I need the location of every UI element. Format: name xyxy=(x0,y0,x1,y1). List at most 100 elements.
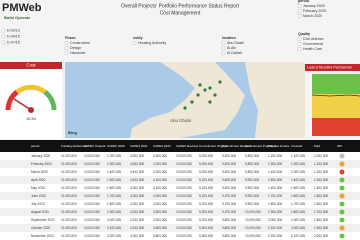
cell: 9,700,000 xyxy=(222,194,236,198)
checkbox xyxy=(221,41,226,45)
cell: 4,100,000 xyxy=(130,226,144,230)
cell: 1,400,000 xyxy=(314,186,328,190)
cell: 11,000,000 xyxy=(61,202,77,206)
cell: 9,300,000 xyxy=(199,234,213,238)
filter-option: Al Dafrah xyxy=(227,51,242,55)
cell: 1,500,000 xyxy=(291,186,305,190)
cell: 9,200,000 xyxy=(199,218,213,222)
cell: March 2020 xyxy=(31,170,48,174)
cell: 10,000,000 xyxy=(176,202,192,206)
band xyxy=(312,94,360,118)
column-header: CAPEX 2020 xyxy=(107,144,125,148)
project-item: D-02/13 xyxy=(7,28,20,32)
filter-option: January 2020 xyxy=(303,4,325,8)
cell: 10,000,000 xyxy=(176,234,192,238)
checkbox xyxy=(221,46,226,50)
checkbox xyxy=(297,47,302,51)
gauge-title: Cost xyxy=(26,63,36,68)
column-header: CAPEX Original xyxy=(84,144,106,148)
filter-label: Quality xyxy=(298,32,310,36)
gauge-hub xyxy=(28,107,34,113)
cell: 1,800,000 xyxy=(314,218,328,222)
cell: 10,000,000 xyxy=(176,218,192,222)
filter-option: Abu Dhabi xyxy=(227,41,244,45)
cell: 1,200,000 xyxy=(107,154,121,158)
checkbox xyxy=(132,41,137,45)
cell: 1,000,000 xyxy=(314,154,328,158)
cell: 11,000,000 xyxy=(61,218,77,222)
cell: 10,000,000 xyxy=(84,186,100,190)
band xyxy=(312,74,360,94)
cell: 10,000,000 xyxy=(84,234,100,238)
cell: 10,000,000 xyxy=(84,170,100,174)
cell: 1,600,000 xyxy=(291,194,305,198)
column-header: Commitment Projected xyxy=(245,144,276,148)
cell: 10,000,000 xyxy=(84,154,100,158)
row-stripe xyxy=(0,208,360,216)
cell: 4,300,000 xyxy=(153,154,167,158)
cell: 10,000,000 xyxy=(245,234,261,238)
cell: 9,800,000 xyxy=(222,218,236,222)
cell: 10,000,000 xyxy=(176,194,192,198)
row-stripe xyxy=(0,224,360,232)
cell: 10,000,000 xyxy=(245,210,261,214)
cell: 1,800,000 xyxy=(291,210,305,214)
cell: 1,100,000 xyxy=(314,162,328,166)
spi-status xyxy=(339,201,345,207)
cell: 1,400,000 xyxy=(268,170,282,174)
column-header: Invoiced xyxy=(291,144,303,148)
cell: 1,500,000 xyxy=(268,178,282,182)
cell: 9,200,000 xyxy=(199,210,213,214)
cell: 4,100,000 xyxy=(153,178,167,182)
land xyxy=(245,62,305,138)
cell: 2,200,000 xyxy=(268,234,282,238)
cell: January 2020 xyxy=(31,154,51,158)
tagline: Build Operate xyxy=(4,15,31,20)
cell: April 2020 xyxy=(31,178,46,182)
project-markers xyxy=(183,80,222,110)
cell: 1,600,000 xyxy=(314,202,328,206)
cell: 9,000,000 xyxy=(199,162,213,166)
cell: 4,100,000 xyxy=(130,218,144,222)
cell: October 2020 xyxy=(31,226,51,230)
spi-status xyxy=(339,193,345,199)
project-item: D-04/15 xyxy=(7,34,20,38)
spi-status xyxy=(339,169,345,175)
filter-label: period xyxy=(298,0,309,3)
spi-status xyxy=(339,161,345,167)
checkbox xyxy=(297,4,302,8)
cell: 9,100,000 xyxy=(199,186,213,190)
checkbox xyxy=(297,9,302,13)
cell: 4,500,000 xyxy=(130,162,144,166)
cell: 3,800,000 xyxy=(153,234,167,238)
spi-status xyxy=(339,225,345,231)
cell: May 2020 xyxy=(31,186,45,190)
spi-status xyxy=(339,177,345,183)
cell: 1,900,000 xyxy=(107,210,121,214)
trend-line xyxy=(311,94,360,97)
table-header xyxy=(0,140,360,152)
cell: 1,500,000 xyxy=(107,178,121,182)
cell: 9,000,000 xyxy=(199,170,213,174)
cell: 1,200,000 xyxy=(314,170,328,174)
cell: 2,000,000 xyxy=(314,234,328,238)
cell: 1,500,000 xyxy=(314,194,328,198)
checkbox xyxy=(64,51,69,55)
cell: 9,300,000 xyxy=(199,226,213,230)
cell: 4,400,000 xyxy=(130,170,144,174)
filter-option: Construction xyxy=(70,41,90,45)
spi-status xyxy=(339,209,345,215)
spi-status xyxy=(339,153,345,159)
cell: 9,000,000 xyxy=(199,154,213,158)
filter-label: Phase xyxy=(65,36,76,40)
cell: 1,400,000 xyxy=(291,178,305,182)
cell: 10,000,000 xyxy=(84,178,100,182)
cell: 4,200,000 xyxy=(130,210,144,214)
cell: 10,000,000 xyxy=(176,162,192,166)
cell: November 2020 xyxy=(31,234,54,238)
checkbox xyxy=(64,41,69,45)
panel-header xyxy=(0,62,62,69)
column-header: Planned Invoice xyxy=(268,144,290,148)
table xyxy=(0,140,360,240)
